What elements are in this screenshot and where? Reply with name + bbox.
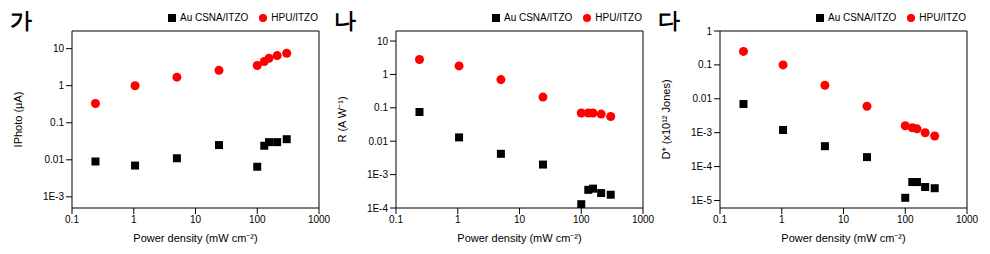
svg-text:Power density (mW cm⁻²): Power density (mW cm⁻²) [133, 232, 257, 244]
svg-text:100: 100 [249, 214, 266, 225]
svg-text:10: 10 [377, 36, 389, 47]
svg-text:1: 1 [706, 26, 712, 37]
svg-text:0.1: 0.1 [50, 117, 64, 128]
svg-text:1E-4: 1E-4 [367, 203, 389, 214]
html-text:나: 나 [334, 8, 356, 33]
svg-text:0.01: 0.01 [45, 154, 65, 165]
html-text:가: 가 [10, 8, 32, 33]
svg-text:1: 1 [779, 214, 785, 225]
svg-text:1000: 1000 [308, 214, 331, 225]
svg-text:1E-3: 1E-3 [367, 169, 389, 180]
svg-text:1E-4: 1E-4 [691, 161, 713, 172]
svg-text:10: 10 [190, 214, 202, 225]
svg-text:0.1: 0.1 [713, 214, 727, 225]
svg-text:Power density (mW cm⁻²): Power density (mW cm⁻²) [457, 232, 581, 244]
svg-text:1E-3: 1E-3 [691, 127, 713, 138]
svg-text:1: 1 [131, 214, 137, 225]
svg-text:1: 1 [455, 214, 461, 225]
svg-text:R (A W⁻¹): R (A W⁻¹) [336, 96, 348, 142]
svg-text:Power density (mW cm⁻²): Power density (mW cm⁻²) [781, 232, 905, 244]
html-text:HPU/ITZO: HPU/ITZO [595, 12, 642, 23]
svg-text:IPhoto (μA): IPhoto (μA) [12, 92, 24, 148]
svg-text:10: 10 [838, 214, 850, 225]
svg-text:1E-5: 1E-5 [691, 195, 713, 206]
svg-text:0.01: 0.01 [369, 136, 389, 147]
svg-text:10: 10 [514, 214, 526, 225]
svg-text:0.1: 0.1 [65, 214, 79, 225]
svg-text:10: 10 [53, 43, 65, 54]
svg-text:1000: 1000 [956, 214, 979, 225]
svg-text:0.01: 0.01 [693, 93, 713, 104]
html-text:Au CSNA/ITZO: Au CSNA/ITZO [828, 12, 897, 23]
svg-text:100: 100 [573, 214, 590, 225]
svg-text:0.1: 0.1 [698, 59, 712, 70]
svg-text:D* (x10¹² Jones): D* (x10¹² Jones) [660, 79, 672, 159]
html-text:HPU/ITZO: HPU/ITZO [919, 12, 966, 23]
html-text:Au CSNA/ITZO: Au CSNA/ITZO [504, 12, 573, 23]
svg-text:1000: 1000 [632, 214, 655, 225]
html-text:HPU/ITZO: HPU/ITZO [271, 12, 318, 23]
svg-text:1: 1 [382, 69, 388, 80]
svg-text:100: 100 [897, 214, 914, 225]
svg-text:1E-3: 1E-3 [43, 191, 65, 202]
html-text:다: 다 [658, 8, 680, 33]
html-text:Au CSNA/ITZO: Au CSNA/ITZO [180, 12, 249, 23]
svg-text:0.1: 0.1 [374, 102, 388, 113]
svg-text:1: 1 [58, 80, 64, 91]
svg-text:0.1: 0.1 [389, 214, 403, 225]
